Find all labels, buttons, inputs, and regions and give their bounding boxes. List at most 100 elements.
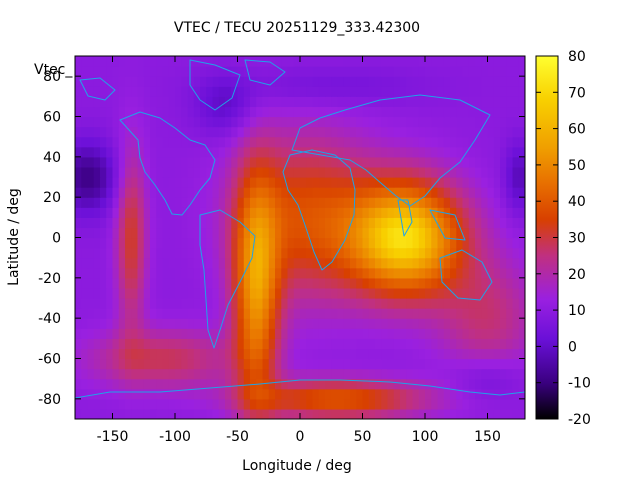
- heatmap-cell: [293, 136, 301, 148]
- heatmap-cell: [512, 247, 520, 259]
- heatmap-cell: [443, 126, 451, 138]
- heatmap-cell: [200, 227, 207, 239]
- heatmap-cell: [218, 66, 226, 77]
- heatmap-cell: [225, 56, 232, 67]
- heatmap-cell: [331, 388, 339, 400]
- heatmap-cell: [443, 187, 451, 198]
- heatmap-cell: [131, 368, 139, 380]
- heatmap-cell: [225, 76, 232, 87]
- heatmap-cell: [337, 217, 345, 229]
- heatmap-cell: [475, 217, 482, 229]
- heatmap-cell: [125, 156, 132, 168]
- heatmap-cell: [337, 368, 345, 380]
- heatmap-cell: [468, 136, 476, 148]
- heatmap-cell: [81, 106, 89, 118]
- heatmap-cell: [431, 277, 439, 289]
- heatmap-cell: [400, 328, 407, 339]
- heatmap-cell: [206, 408, 214, 419]
- heatmap-cell: [468, 187, 476, 198]
- heatmap-cell: [237, 106, 245, 118]
- heatmap-cell: [181, 166, 189, 178]
- heatmap-cell: [200, 116, 207, 128]
- heatmap-cell: [231, 76, 239, 87]
- heatmap-cell: [206, 318, 214, 329]
- heatmap-cell: [93, 126, 101, 138]
- heatmap-cell: [518, 318, 525, 329]
- heatmap-cell: [118, 146, 126, 158]
- heatmap-cell: [512, 308, 520, 319]
- heatmap-cell: [506, 66, 514, 77]
- heatmap-cell: [275, 267, 282, 279]
- heatmap-cell: [437, 106, 445, 118]
- heatmap-cell: [187, 348, 195, 360]
- heatmap-cell: [268, 348, 276, 360]
- heatmap-cell: [100, 126, 107, 138]
- heatmap-cell: [162, 217, 170, 229]
- heatmap-cell: [137, 197, 145, 208]
- heatmap-cell: [281, 388, 289, 400]
- heatmap-cell: [106, 358, 114, 370]
- heatmap-cell: [406, 177, 414, 188]
- heatmap-cell: [312, 257, 320, 269]
- heatmap-cell: [150, 338, 157, 350]
- heatmap-cell: [187, 267, 195, 279]
- heatmap-cell: [300, 197, 307, 208]
- heatmap-cell: [181, 66, 189, 77]
- heatmap-cell: [275, 388, 282, 400]
- heatmap-cell: [400, 277, 407, 289]
- heatmap-cell: [206, 197, 214, 208]
- heatmap-cell: [475, 166, 482, 178]
- heatmap-cell: [100, 257, 107, 269]
- heatmap-cell: [318, 388, 326, 400]
- heatmap-cell: [287, 76, 295, 87]
- heatmap-cell: [181, 338, 189, 350]
- heatmap-cell: [406, 277, 414, 289]
- heatmap-cell: [481, 86, 489, 97]
- heatmap-cell: [187, 66, 195, 77]
- heatmap-cell: [306, 177, 314, 188]
- heatmap-cell: [131, 76, 139, 87]
- heatmap-cell: [231, 328, 239, 339]
- heatmap-cell: [325, 338, 332, 350]
- heatmap-cell: [293, 267, 301, 279]
- heatmap-cell: [306, 267, 314, 279]
- heatmap-cell: [143, 318, 151, 329]
- heatmap-cell: [356, 408, 364, 419]
- heatmap-cell: [318, 368, 326, 380]
- heatmap-cell: [193, 358, 201, 370]
- heatmap-cell: [300, 56, 307, 67]
- heatmap-cell: [381, 56, 389, 67]
- heatmap-cell: [375, 187, 382, 198]
- heatmap-cell: [87, 257, 95, 269]
- heatmap-cell: [443, 56, 451, 67]
- heatmap-cell: [275, 257, 282, 269]
- heatmap-cell: [393, 146, 401, 158]
- heatmap-cell: [518, 348, 525, 360]
- heatmap-cell: [318, 237, 326, 249]
- heatmap-cell: [456, 207, 464, 218]
- heatmap-cell: [512, 378, 520, 390]
- heatmap-cell: [425, 116, 432, 128]
- heatmap-cell: [387, 257, 395, 269]
- heatmap-cell: [462, 96, 470, 108]
- heatmap-cell: [312, 116, 320, 128]
- heatmap-cell: [225, 106, 232, 118]
- heatmap-cell: [175, 56, 182, 67]
- heatmap-cell: [75, 96, 82, 108]
- heatmap-cell: [243, 388, 251, 400]
- heatmap-cell: [481, 76, 489, 87]
- x-axis: -150 -100 -50 0 50 100 150: [97, 56, 501, 445]
- heatmap-cell: [212, 287, 220, 299]
- heatmap-cell: [512, 287, 520, 299]
- heatmap-cell: [250, 96, 257, 108]
- heatmap-cell: [93, 247, 101, 259]
- heatmap-cell: [281, 267, 289, 279]
- heatmap-cell: [518, 227, 525, 239]
- heatmap-cell: [250, 177, 257, 188]
- heatmap-cell: [456, 338, 464, 350]
- heatmap-cell: [425, 166, 432, 178]
- heatmap-cell: [212, 146, 220, 158]
- heatmap-cell: [212, 257, 220, 269]
- heatmap-cell: [306, 227, 314, 239]
- heatmap-cell: [462, 318, 470, 329]
